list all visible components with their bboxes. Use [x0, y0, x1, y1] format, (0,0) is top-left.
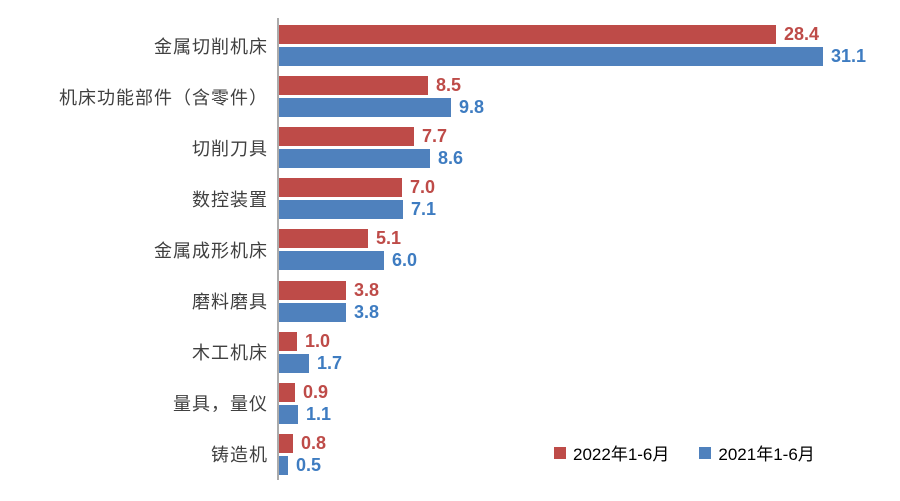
bar-2021年1-6月 — [279, 98, 451, 118]
bar-line: 8.5 — [279, 75, 900, 96]
bar-line: 1.7 — [279, 352, 900, 373]
value-label: 1.7 — [317, 352, 343, 373]
category-label: 量具，量仪 — [173, 394, 268, 415]
legend-item-2022: 2022年1-6月 — [554, 440, 669, 465]
bar-line: 1.0 — [279, 330, 900, 351]
value-label: 3.8 — [354, 301, 380, 322]
category-label: 铸造机 — [211, 445, 268, 466]
category-row: 量具，量仪 0.9 1.1 — [0, 378, 900, 429]
bar-2022年1-6月 — [279, 280, 346, 300]
bar-group: 28.4 31.1 — [279, 24, 900, 67]
bar-line: 6.0 — [279, 250, 900, 271]
bar-2022年1-6月 — [279, 433, 293, 453]
category-label: 金属切削机床 — [154, 36, 268, 57]
value-label: 5.1 — [376, 228, 402, 249]
category-row: 木工机床 1.0 1.7 — [0, 327, 900, 378]
bar-line: 0.5 — [279, 454, 900, 475]
value-label: 7.0 — [410, 177, 436, 198]
legend-swatch-red-icon — [554, 446, 566, 459]
bar-group: 0.9 1.1 — [279, 381, 900, 424]
bar-2021年1-6月 — [279, 404, 298, 424]
bar-2022年1-6月 — [279, 178, 402, 198]
bar-line: 5.1 — [279, 228, 900, 249]
bar-2022年1-6月 — [279, 127, 414, 147]
category-row: 数控装置 7.0 7.1 — [0, 173, 900, 224]
bar-2022年1-6月 — [279, 25, 776, 45]
bar-line: 0.8 — [279, 432, 900, 453]
bar-2021年1-6月 — [279, 251, 384, 271]
legend-item-2021: 2021年1-6月 — [699, 440, 815, 465]
bar-line: 1.1 — [279, 403, 900, 424]
bar-group: 8.5 9.8 — [279, 75, 900, 118]
bar-line: 9.8 — [279, 97, 900, 118]
value-label: 31.1 — [831, 46, 867, 67]
bar-line: 3.8 — [279, 279, 900, 300]
bar-group: 1.0 1.7 — [279, 330, 900, 373]
bar-2021年1-6月 — [279, 302, 346, 322]
y-axis-line — [277, 18, 279, 480]
category-label: 数控装置 — [192, 189, 268, 210]
bar-2022年1-6月 — [279, 76, 428, 96]
bar-line: 8.6 — [279, 148, 900, 169]
category-row: 铸造机 0.8 0.5 — [0, 429, 900, 480]
value-label: 3.8 — [354, 279, 380, 300]
bar-group: 0.8 0.5 — [279, 432, 900, 475]
bar-line: 0.9 — [279, 381, 900, 402]
value-label: 7.7 — [422, 126, 448, 147]
category-label: 切削刀具 — [192, 138, 268, 159]
legend-label-2021: 2021年1-6月 — [718, 445, 815, 464]
value-label: 7.1 — [411, 199, 437, 220]
bar-group: 7.0 7.1 — [279, 177, 900, 220]
value-label: 0.9 — [303, 381, 329, 402]
bar-group: 7.7 8.6 — [279, 126, 900, 169]
bar-2021年1-6月 — [279, 149, 430, 169]
value-label: 28.4 — [784, 24, 820, 45]
legend-label-2022: 2022年1-6月 — [573, 445, 670, 464]
category-label: 机床功能部件（含零件） — [59, 87, 268, 108]
bar-line: 31.1 — [279, 46, 900, 67]
bar-line: 3.8 — [279, 301, 900, 322]
bar-group: 3.8 3.8 — [279, 279, 900, 322]
category-row: 金属切削机床 28.4 31.1 — [0, 20, 900, 71]
bar-2021年1-6月 — [279, 200, 403, 220]
legend: 2022年1-6月 2021年1-6月 — [554, 440, 815, 465]
value-label: 6.0 — [392, 250, 418, 271]
bar-2021年1-6月 — [279, 455, 288, 475]
bar-line: 7.0 — [279, 177, 900, 198]
bar-2021年1-6月 — [279, 47, 823, 67]
bar-2022年1-6月 — [279, 229, 368, 249]
bar-group: 5.1 6.0 — [279, 228, 900, 271]
bar-2022年1-6月 — [279, 382, 295, 402]
bar-line: 7.7 — [279, 126, 900, 147]
value-label: 1.1 — [306, 403, 332, 424]
bar-line: 28.4 — [279, 24, 900, 45]
bar-line: 7.1 — [279, 199, 900, 220]
category-row: 切削刀具 7.7 8.6 — [0, 122, 900, 173]
category-label: 木工机床 — [192, 343, 268, 364]
value-label: 9.8 — [459, 97, 485, 118]
category-label: 金属成形机床 — [154, 240, 268, 261]
category-row: 机床功能部件（含零件） 8.5 9.8 — [0, 71, 900, 122]
bar-2021年1-6月 — [279, 353, 309, 373]
value-label: 1.0 — [305, 330, 331, 351]
bar-2022年1-6月 — [279, 331, 297, 351]
value-label: 8.6 — [438, 148, 464, 169]
category-label: 磨料磨具 — [192, 292, 268, 313]
value-label: 8.5 — [436, 75, 462, 96]
plot-area: 金属切削机床 28.4 31.1 机床功能部件（含零件） 8.5 9.8 切削刀具 7.7 8.… — [0, 20, 900, 480]
value-label: 0.8 — [301, 432, 327, 453]
category-row: 磨料磨具 3.8 3.8 — [0, 276, 900, 327]
value-label: 0.5 — [296, 454, 322, 475]
category-row: 金属成形机床 5.1 6.0 — [0, 224, 900, 275]
legend-swatch-blue-icon — [699, 446, 712, 459]
